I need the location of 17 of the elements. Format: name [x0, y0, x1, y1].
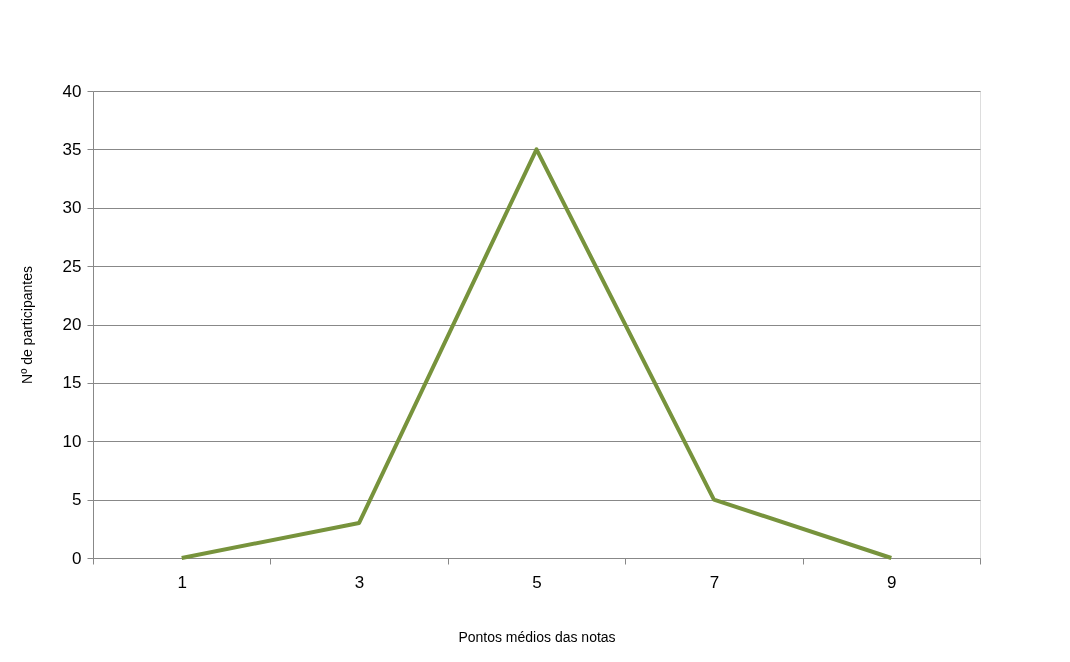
y-tick-label: 35 — [62, 139, 82, 159]
y-tick-label: 30 — [62, 198, 82, 218]
y-tick-label: 25 — [62, 256, 82, 276]
y-tick-label: 15 — [62, 373, 82, 393]
y-tick-label: 10 — [62, 431, 82, 451]
y-tick-label: 40 — [62, 81, 82, 101]
y-axis-title: Nº de participantes — [18, 266, 35, 384]
x-tick-label: 5 — [532, 572, 542, 592]
y-tick-label: 20 — [62, 315, 82, 334]
x-tick-label: 9 — [887, 572, 897, 592]
y-tick-label: 0 — [72, 548, 82, 568]
line-series — [179, 147, 894, 560]
x-tick-label: 3 — [354, 572, 365, 592]
x-tick-label: 1 — [177, 572, 187, 592]
x-tick-label: 7 — [709, 572, 720, 592]
x-axis-title: Pontos médios das notas — [458, 628, 616, 645]
y-tick-label: 5 — [72, 490, 82, 510]
